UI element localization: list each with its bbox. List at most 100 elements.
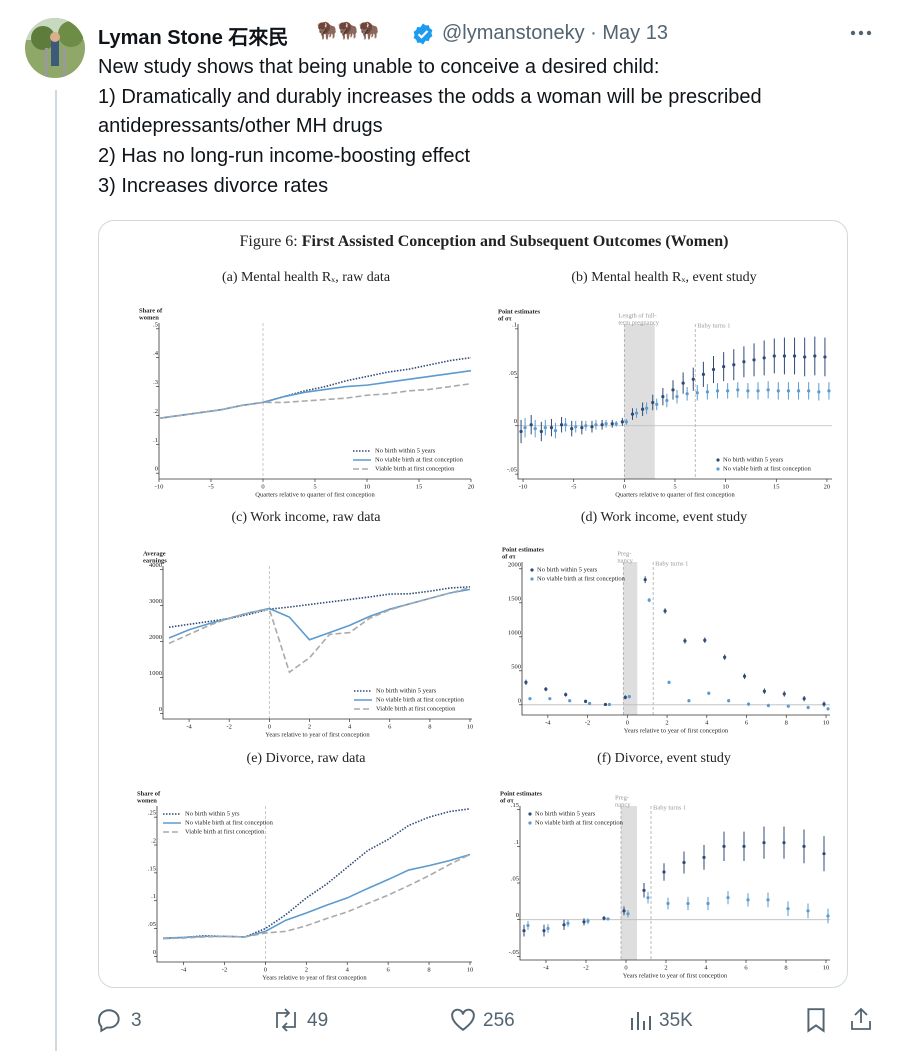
point xyxy=(594,423,598,427)
x-tick-label: -4 xyxy=(181,966,187,973)
legend-label: No viable birth at first conception xyxy=(723,465,812,472)
y-axis-label: earnings xyxy=(143,557,167,564)
series-line xyxy=(163,853,471,939)
point xyxy=(548,697,552,701)
more-button[interactable] xyxy=(849,26,875,40)
point xyxy=(802,844,806,848)
x-tick-label: 6 xyxy=(388,723,392,730)
point xyxy=(655,402,659,407)
point xyxy=(772,354,776,358)
x-tick-label: 10 xyxy=(467,966,474,973)
point xyxy=(803,355,807,359)
span-label: nancy xyxy=(617,557,633,564)
point xyxy=(695,391,699,395)
view-count[interactable]: 35K xyxy=(659,1010,693,1031)
point xyxy=(782,692,786,696)
date[interactable]: May 13 xyxy=(602,22,668,44)
media-card[interactable]: Figure 6: First Assisted Conception and … xyxy=(98,220,848,988)
axes xyxy=(162,566,472,720)
x-tick-label: 6 xyxy=(744,964,748,971)
views-icon[interactable] xyxy=(630,1009,652,1031)
point xyxy=(620,420,624,424)
point xyxy=(630,412,635,416)
span-label: nancy xyxy=(615,801,631,808)
thread-line xyxy=(55,90,57,1051)
x-tick-label: 8 xyxy=(784,964,787,971)
point xyxy=(675,395,679,399)
point xyxy=(544,687,548,691)
y-axis-label: Share of xyxy=(139,307,163,314)
span-label: Preg- xyxy=(615,794,629,801)
y-axis-label: women xyxy=(139,314,159,321)
x-tick-label: 10 xyxy=(467,723,474,730)
point xyxy=(607,702,612,707)
author-name[interactable]: Lyman Stone 石來民 xyxy=(98,27,289,49)
series-line xyxy=(158,382,472,420)
point xyxy=(667,680,671,684)
tweet-text: antidepressants/other MH drugs xyxy=(98,115,383,137)
x-axis-label: Quarters relative to quarter of first co… xyxy=(255,491,375,498)
series-line xyxy=(168,586,471,674)
point xyxy=(786,704,790,708)
y-tick-label: .15 xyxy=(148,865,156,872)
share-icon[interactable] xyxy=(849,1006,873,1032)
point xyxy=(553,428,558,433)
y-tick-label: 1000 xyxy=(149,670,162,677)
x-tick-label: 10 xyxy=(364,483,371,490)
point xyxy=(826,914,830,918)
point xyxy=(813,354,817,358)
point xyxy=(726,389,730,393)
reply-count[interactable]: 3 xyxy=(131,1010,142,1031)
shaded-span xyxy=(624,324,655,479)
point xyxy=(602,916,606,920)
reply-icon[interactable] xyxy=(97,1007,123,1033)
x-tick-label: 10 xyxy=(722,483,729,490)
point xyxy=(796,389,801,393)
point xyxy=(542,929,546,933)
x-tick-label: 2 xyxy=(665,719,668,726)
x-tick-label: 0 xyxy=(626,719,629,726)
bookmark-icon[interactable] xyxy=(805,1007,827,1033)
series-line xyxy=(158,356,472,420)
point xyxy=(826,707,830,711)
point xyxy=(742,674,747,678)
point xyxy=(539,429,543,434)
point xyxy=(766,388,770,392)
point xyxy=(647,598,651,602)
point xyxy=(570,427,574,431)
point xyxy=(792,354,797,358)
event-label: Baby turns 1 xyxy=(653,804,686,811)
point xyxy=(564,693,568,697)
x-axis-label: Years relative to year of first concepti… xyxy=(265,731,370,738)
x-tick-label: 0 xyxy=(623,483,626,490)
point xyxy=(663,609,667,613)
axes xyxy=(519,806,830,961)
y-tick-label: 3000 xyxy=(149,598,162,605)
point xyxy=(782,354,787,358)
point xyxy=(722,844,726,848)
like-icon[interactable] xyxy=(450,1008,476,1032)
avatar[interactable] xyxy=(25,18,85,78)
retweet-count[interactable]: 49 xyxy=(307,1010,329,1031)
y-tick-label: 0 xyxy=(153,949,156,956)
point xyxy=(666,901,670,906)
y-tick-label: .1 xyxy=(514,839,519,846)
verified-badge[interactable] xyxy=(411,22,435,46)
panel-title: (f) Divorce, event study xyxy=(597,751,731,766)
point xyxy=(691,377,695,381)
y-axis-label: Point estimates xyxy=(500,790,543,797)
axes xyxy=(156,806,472,963)
point xyxy=(681,381,685,385)
like-count[interactable]: 256 xyxy=(483,1010,515,1031)
legend-label: Viable birth at first conception xyxy=(185,828,265,835)
retweet-icon[interactable] xyxy=(272,1007,300,1033)
y-tick-label: 0 xyxy=(516,912,519,919)
x-tick-label: 5 xyxy=(673,483,676,490)
panel: (e) Divorce, raw data 0 .05 .1 .15 .2 .25 -4 -2 0… xyxy=(137,751,473,981)
x-tick-label: 5 xyxy=(313,483,316,490)
y-tick-label: 4000 xyxy=(149,562,162,569)
x-tick-label: 20 xyxy=(468,483,475,490)
handle[interactable]: @lymanstoneky xyxy=(442,22,585,44)
legend-label: No birth within 5 years xyxy=(537,566,598,573)
x-tick-label: 0 xyxy=(261,483,264,490)
